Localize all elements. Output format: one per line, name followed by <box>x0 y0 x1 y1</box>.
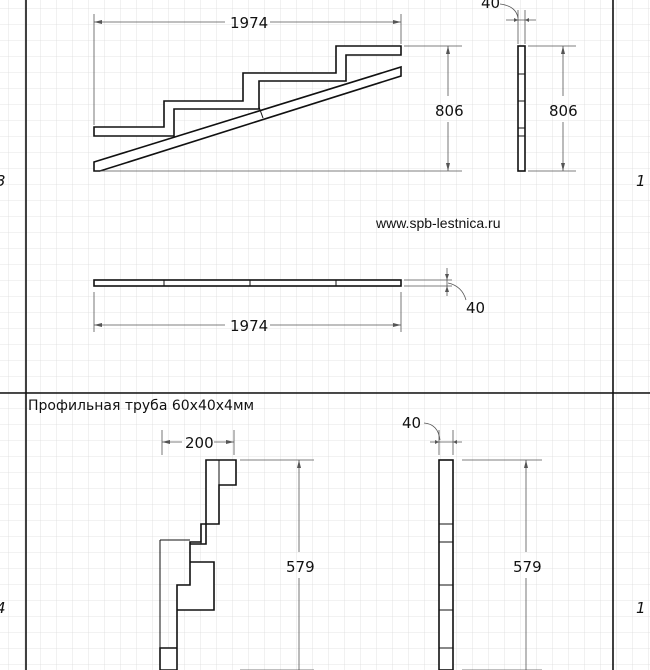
top-length-dim: 1974 <box>230 14 268 32</box>
profile-label: Профильная труба 60х40х4мм <box>28 398 254 414</box>
support-side-view: 40 579 <box>402 414 542 670</box>
stepped-stringer <box>93 45 402 137</box>
plan-width-dim: 40 <box>466 299 485 317</box>
top-width-dim: 40 <box>481 0 500 12</box>
stringer-plan-view: 40 1974 <box>93 268 485 335</box>
stringer-side-view <box>517 45 526 172</box>
support-side-strip <box>438 459 454 670</box>
support-height-dim-right: 579 <box>513 558 542 576</box>
side-mark-bottom-right: 1 <box>636 599 646 617</box>
support-width-dim: 40 <box>402 414 421 432</box>
support-height-dim-left: 579 <box>286 558 315 576</box>
side-mark-top-right: 1 <box>636 172 646 190</box>
support-elevation: 200 579 <box>159 430 315 670</box>
side-mark-top-left: 3 <box>0 172 6 190</box>
stepped-support <box>159 459 237 670</box>
stringer-elevation: 1974 806 40 806 <box>93 0 578 172</box>
plan-strip <box>93 279 402 287</box>
inclined-stringer <box>93 65 402 172</box>
top-height-dim-left: 806 <box>435 102 464 120</box>
top-height-dim-right: 806 <box>549 102 578 120</box>
site-url: www.spb-lestnica.ru <box>375 215 501 231</box>
step-width-dim: 200 <box>185 434 214 452</box>
side-mark-bottom-left: 4 <box>0 599 6 617</box>
plan-length-dim: 1974 <box>230 317 268 335</box>
